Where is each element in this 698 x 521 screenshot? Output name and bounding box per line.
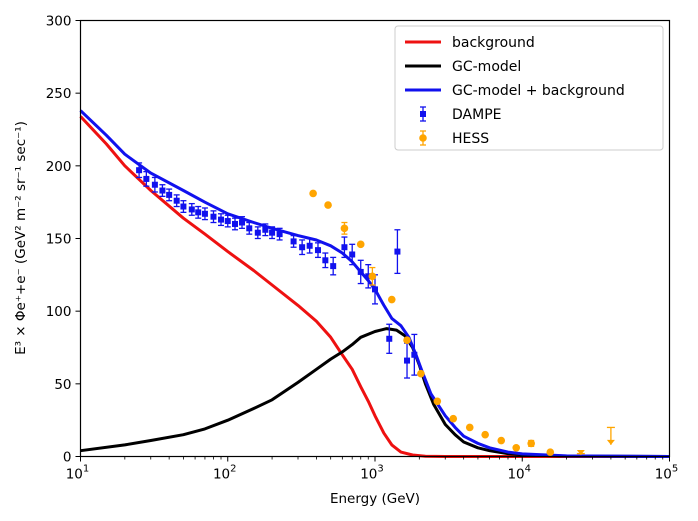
upper-limit-arrow: [576, 450, 585, 456]
data-point: [465, 423, 474, 432]
x-tick-base: 10: [655, 467, 672, 483]
data-point: [387, 295, 396, 304]
data-point: [386, 335, 393, 342]
data-point: [497, 436, 506, 445]
data-point: [151, 181, 158, 188]
x-tick-label: 103: [360, 464, 384, 483]
data-point: [136, 167, 143, 174]
legend-label: background: [452, 35, 535, 51]
data-point: [341, 244, 348, 251]
data-point: [411, 351, 418, 358]
x-tick-label: 105: [655, 464, 679, 483]
x-tick-base: 10: [360, 467, 377, 483]
data-point: [210, 213, 217, 220]
data-point: [201, 210, 208, 217]
legend-label: GC-model + background: [452, 83, 625, 99]
data-point: [324, 201, 332, 209]
data-point: [365, 273, 372, 280]
data-point: [357, 268, 364, 275]
data-point: [340, 224, 349, 233]
x-tick-label: 104: [507, 464, 531, 483]
data-point: [433, 397, 442, 406]
data-point: [349, 251, 356, 258]
legend-marker: [420, 111, 426, 117]
x-tick-exponent: 5: [672, 464, 678, 475]
data-point: [368, 272, 377, 281]
data-point: [527, 439, 535, 448]
data-point: [262, 226, 269, 233]
legend-label: GC-model: [452, 59, 521, 75]
data-point: [239, 219, 246, 226]
legend-label: DAMPE: [452, 107, 501, 123]
series-line: [80, 327, 670, 458]
legend-frame: [394, 25, 664, 151]
data-point: [218, 216, 225, 223]
y-tick-label: 100: [46, 304, 72, 320]
data-point: [356, 240, 365, 249]
data-point: [546, 448, 555, 456]
data-point: [188, 206, 195, 213]
y-tick-label: 300: [46, 14, 72, 30]
x-tick-exponent: 3: [377, 464, 383, 475]
x-tick-exponent: 2: [230, 464, 236, 475]
x-tick-exponent: 1: [83, 464, 89, 475]
x-tick-base: 10: [213, 467, 230, 483]
x-axis: 101 102 103 104 105: [66, 456, 679, 483]
data-point: [224, 218, 231, 225]
data-point: [330, 263, 337, 270]
y-tick-label: 0: [63, 450, 72, 466]
data-point: [166, 191, 173, 198]
data-point: [231, 220, 238, 227]
legend-marker: [419, 134, 427, 142]
data-point: [269, 229, 276, 236]
data-point: [417, 369, 425, 378]
legend: background GC-model GC-model + background D…: [394, 25, 664, 151]
x-tick-label: 101: [66, 464, 90, 483]
points-layer: [136, 162, 615, 456]
data-point: [309, 189, 317, 198]
y-axis-label: E³ × Φe⁺+e⁻ (GeV² m⁻² sr⁻¹ sec⁻¹): [13, 121, 29, 355]
x-axis-label: Energy (GeV): [330, 491, 420, 507]
data-point: [403, 336, 411, 345]
data-point: [322, 257, 329, 264]
y-tick-label: 250: [46, 86, 72, 102]
data-point: [404, 357, 411, 364]
y-axis: 0 50 100 150 200 250 300: [46, 14, 81, 466]
x-tick-exponent: 4: [525, 464, 531, 475]
data-point: [276, 231, 283, 238]
data-point: [481, 430, 489, 439]
data-point: [372, 286, 378, 293]
x-tick-label: 102: [213, 464, 237, 483]
x-tick-base: 10: [507, 467, 524, 483]
x-tick-base: 10: [66, 467, 83, 483]
data-point: [246, 225, 253, 232]
legend-label: HESS: [452, 131, 489, 147]
data-point: [314, 247, 321, 254]
data-point: [290, 238, 297, 245]
data-point: [180, 203, 187, 210]
data-point: [195, 209, 202, 216]
upper-limit-arrow: [606, 439, 615, 445]
y-tick-label: 50: [54, 377, 71, 393]
series-line: [79, 115, 670, 458]
data-point: [306, 242, 313, 249]
data-point: [512, 443, 521, 452]
y-tick-label: 200: [46, 159, 72, 175]
y-tick-label: 150: [46, 232, 72, 248]
data-point: [394, 248, 401, 255]
data-point: [143, 175, 150, 182]
data-point: [254, 229, 261, 236]
data-point: [449, 414, 458, 423]
data-point: [159, 187, 166, 194]
data-point: [299, 244, 306, 251]
data-point: [173, 197, 180, 204]
